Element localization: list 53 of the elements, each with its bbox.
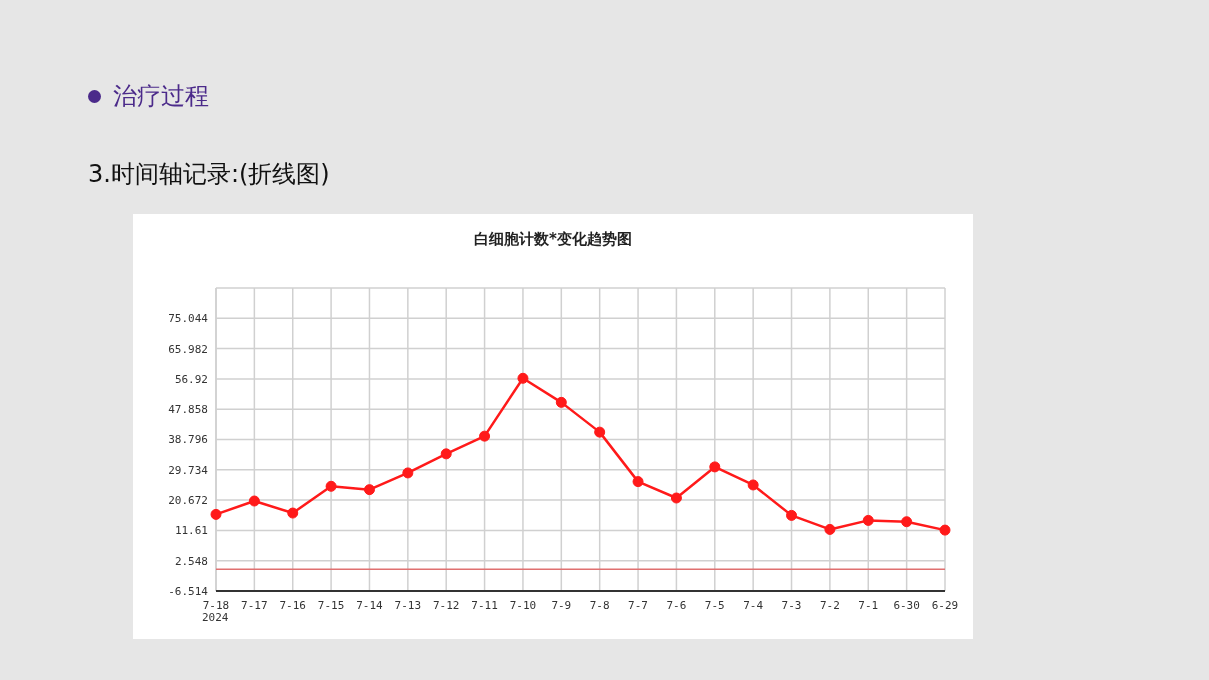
- point: [670, 492, 682, 504]
- x-tick-label: 7-7: [628, 599, 648, 612]
- x-tick-label: 7-17: [241, 599, 268, 612]
- point: [786, 509, 798, 521]
- point: [479, 430, 491, 442]
- x-tick-label: 7-1: [858, 599, 879, 612]
- y-tick-label: 11.61: [174, 524, 208, 538]
- point: [824, 523, 836, 535]
- y-tick-label: 65.982: [168, 342, 208, 356]
- x-tick-label: 7-5: [704, 599, 725, 612]
- x-tick-label: 7-16: [279, 599, 306, 612]
- x-tick-label: 7-3: [781, 599, 802, 612]
- point: [632, 476, 644, 488]
- x-tick-label: 7-2: [819, 599, 840, 612]
- y-tick-label: 20.672: [168, 494, 208, 508]
- x-tick-label: 7-4: [743, 599, 764, 612]
- chart-title: 白细胞计数*变化趋势图: [473, 230, 633, 249]
- y-tick-label: 75.044: [168, 312, 209, 326]
- y-tick-label: -6.514: [168, 584, 209, 598]
- x-tick-label: 7-14: [356, 599, 384, 612]
- y-tick-label: 38.796: [168, 433, 208, 447]
- point: [709, 461, 721, 473]
- x-tick-label: 7-11: [471, 599, 498, 612]
- text: 3.时间轴记录:(折线图): [88, 159, 330, 190]
- point: [325, 480, 337, 492]
- point: [939, 524, 951, 536]
- y-tick-label: 29.734: [168, 463, 209, 477]
- y-tick-label: 56.92: [174, 372, 208, 386]
- x-tick-label: 6-30: [893, 599, 920, 612]
- y-tick-label: 2.548: [174, 554, 208, 568]
- x-tick-label: 7-15: [317, 599, 345, 612]
- point: [555, 396, 567, 408]
- x-tick-label: 6-29: [931, 599, 959, 612]
- x-tick-label: 7-8: [589, 599, 610, 612]
- point: [862, 514, 874, 526]
- point: [402, 467, 414, 479]
- point: [517, 372, 529, 384]
- point: [594, 426, 606, 438]
- point: [363, 484, 375, 496]
- x-tick-label: 7-13: [394, 599, 422, 612]
- point: [287, 507, 299, 519]
- point: [901, 516, 913, 528]
- text: 治疗过程: [113, 81, 209, 112]
- point: [248, 495, 260, 507]
- y-tick-label: 47.858: [168, 403, 208, 417]
- x-tick-label: 7-18 2024: [202, 599, 230, 624]
- point: [440, 448, 452, 460]
- point: [210, 508, 222, 520]
- x-tick-label: 7-12: [432, 599, 460, 612]
- x-tick-label: 7-10: [509, 599, 537, 612]
- point: [747, 479, 759, 491]
- x-tick-label: 7-6: [666, 599, 687, 612]
- x-tick-label: 7-9: [551, 599, 572, 612]
